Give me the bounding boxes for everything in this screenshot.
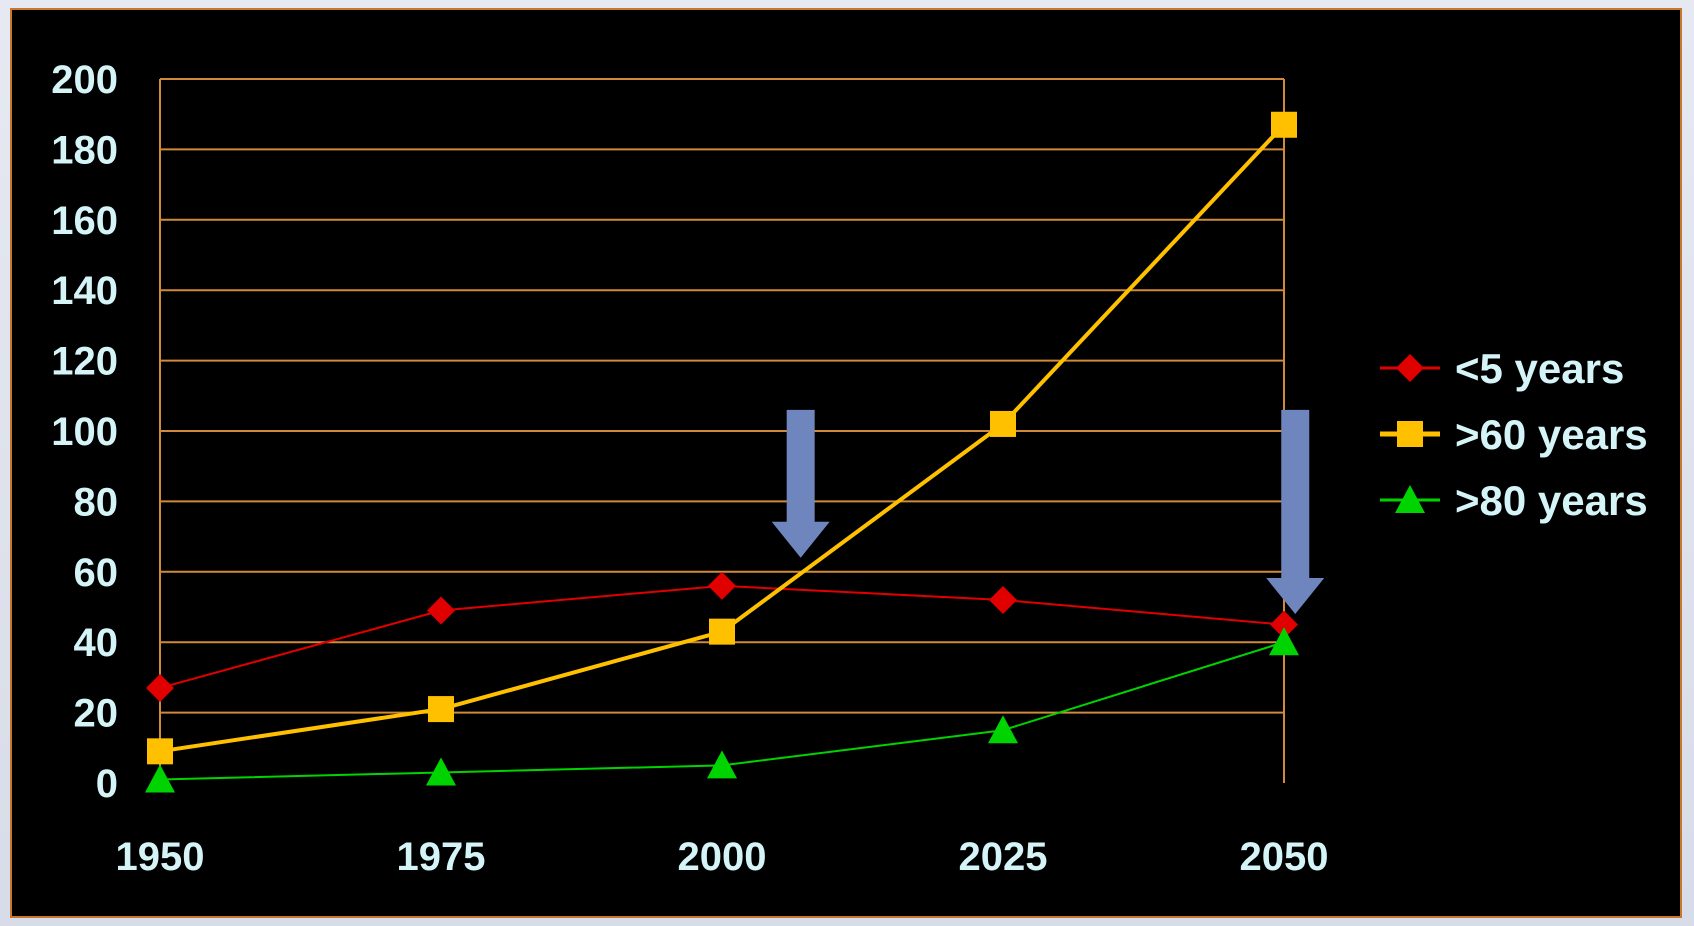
series-group [145, 111, 1299, 793]
legend-marker-triangle [1395, 485, 1425, 513]
x-axis-ticks: 1950 1975 2000 2025 2050 [116, 835, 1329, 879]
y-tick-label: 20 [74, 692, 119, 736]
data-point-square [709, 618, 735, 645]
data-point-diamond [989, 585, 1017, 614]
down-arrow [771, 409, 830, 558]
y-tick-label: 0 [96, 762, 118, 806]
data-point-triangle [707, 750, 737, 779]
series-square [147, 111, 1297, 765]
legend-marker-square [1397, 421, 1423, 447]
series-diamond [146, 571, 1298, 702]
y-tick-label: 80 [74, 480, 119, 524]
data-point-triangle [988, 715, 1018, 744]
legend-marker-diamond [1396, 354, 1424, 382]
gridlines [159, 78, 1285, 783]
y-tick-label: 180 [51, 128, 118, 172]
y-tick-label: 120 [51, 340, 118, 384]
data-point-square [147, 738, 173, 765]
legend-item: >80 years [1380, 477, 1648, 524]
data-point-diamond [146, 673, 174, 702]
data-point-triangle [1269, 627, 1299, 656]
data-point-square [428, 696, 454, 723]
y-tick-label: 200 [51, 58, 118, 102]
annotations [771, 409, 1325, 615]
data-point-diamond [708, 571, 736, 600]
series-triangle [145, 627, 1299, 793]
down-arrow [1266, 409, 1325, 615]
legend-label: >60 years [1455, 411, 1648, 458]
data-point-square [1271, 111, 1297, 138]
y-tick-label: 60 [74, 551, 119, 595]
y-tick-label: 100 [51, 410, 118, 454]
series-line [159, 123, 1286, 754]
y-tick-label: 160 [51, 199, 118, 243]
data-point-triangle [145, 764, 175, 793]
data-point-triangle [426, 757, 456, 786]
legend-label: <5 years [1455, 345, 1624, 392]
x-tick-label: 2050 [1240, 835, 1329, 879]
legend-item: >60 years [1380, 411, 1648, 458]
legend-label: >80 years [1455, 477, 1648, 524]
y-tick-label: 140 [51, 269, 118, 313]
legend-item: <5 years [1380, 345, 1624, 392]
data-point-square [990, 410, 1016, 437]
x-tick-label: 1975 [397, 835, 486, 879]
x-tick-label: 1950 [116, 835, 205, 879]
x-tick-label: 2025 [959, 835, 1048, 879]
y-axis-ticks: 0 20 40 60 80 100 120 140 160 180 200 [51, 58, 118, 806]
data-point-diamond [427, 596, 455, 625]
data-point-diamond [1270, 610, 1298, 639]
y-tick-label: 40 [74, 621, 119, 665]
x-tick-label: 2000 [678, 835, 767, 879]
chart-frame [10, 8, 1682, 918]
legend: <5 years >60 years >80 years [1380, 345, 1648, 524]
